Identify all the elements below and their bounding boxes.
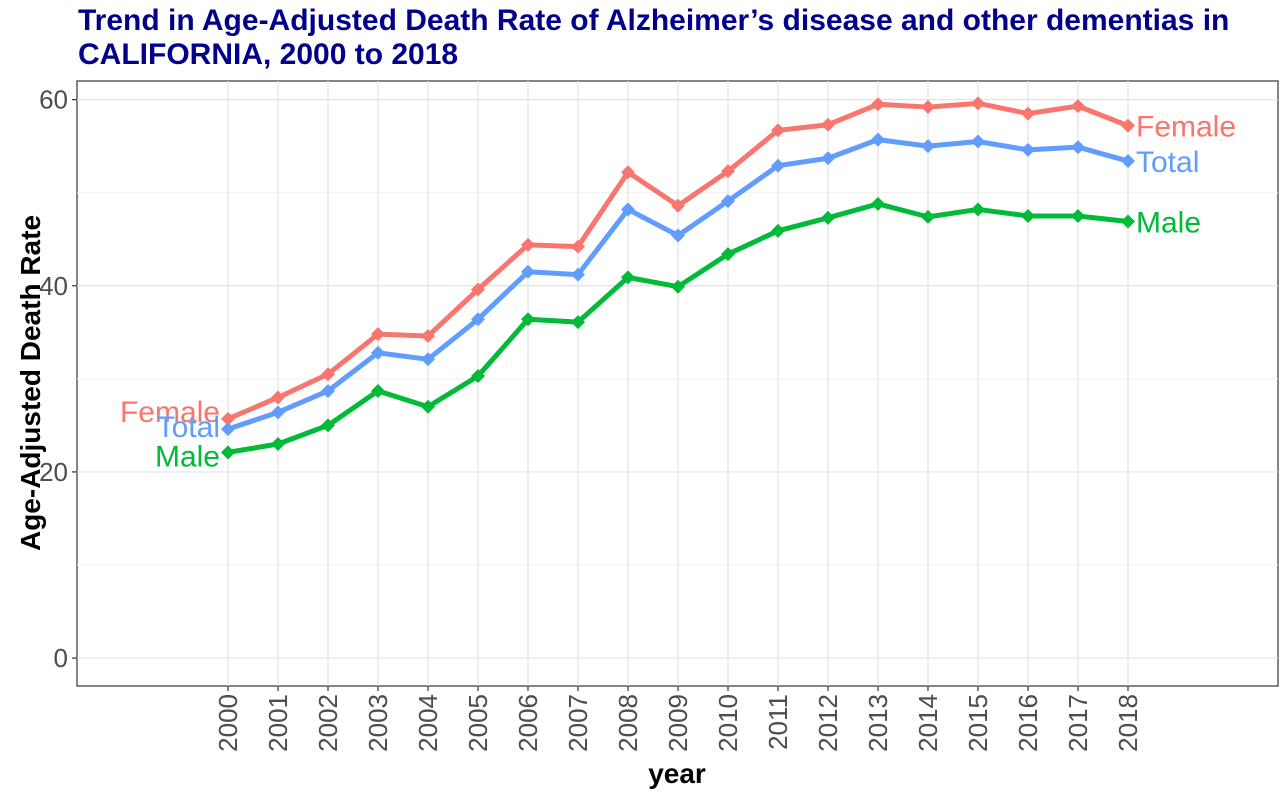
grid-lines xyxy=(77,81,1278,686)
data-point-female xyxy=(821,117,835,132)
data-point-male xyxy=(221,445,235,460)
data-point-total xyxy=(471,312,485,327)
x-tick-label: 2014 xyxy=(913,694,943,752)
data-point-total xyxy=(971,134,985,149)
data-point-female xyxy=(521,237,535,252)
data-point-female xyxy=(471,282,485,297)
data-point-total xyxy=(671,228,685,243)
data-point-female xyxy=(1121,118,1135,133)
x-tick-label: 2006 xyxy=(513,694,543,752)
y-tick-label: 40 xyxy=(39,271,68,301)
x-axis-ticks: 2000 2001 2002 2003 2004 2005 2006 2007 2008 2009… xyxy=(213,686,1143,752)
data-point-male xyxy=(971,202,985,217)
data-point-total xyxy=(1071,140,1085,155)
data-point-female xyxy=(721,164,735,179)
data-point-male xyxy=(771,223,785,238)
y-tick-label: 60 xyxy=(39,85,68,115)
data-point-male xyxy=(421,399,435,414)
x-tick-label: 2012 xyxy=(813,694,843,752)
series-end-label-male: Male xyxy=(1136,207,1201,240)
data-point-female xyxy=(621,165,635,180)
data-point-male xyxy=(721,247,735,262)
data-point-male xyxy=(821,210,835,225)
data-point-female xyxy=(221,411,235,426)
chart-title: Trend in Age-Adjusted Death Rate of Alzh… xyxy=(78,4,1230,71)
x-tick-label: 2011 xyxy=(763,694,793,750)
data-point-total xyxy=(721,194,735,209)
data-point-male xyxy=(671,279,685,294)
data-point-female xyxy=(421,329,435,344)
data-point-female xyxy=(871,97,885,112)
data-point-female xyxy=(921,100,935,115)
x-tick-label: 2007 xyxy=(563,694,593,752)
data-point-male xyxy=(571,315,585,330)
y-tick-label: 20 xyxy=(39,457,68,487)
data-point-male xyxy=(521,312,535,327)
data-point-female xyxy=(1021,106,1035,121)
x-tick-label: 2015 xyxy=(963,694,993,752)
series-end-label-female: Female xyxy=(1136,111,1236,144)
x-tick-label: 2013 xyxy=(863,694,893,752)
data-point-total xyxy=(621,202,635,217)
data-point-total xyxy=(1121,154,1135,169)
data-point-male xyxy=(871,196,885,211)
data-point-male xyxy=(921,209,935,224)
data-point-female xyxy=(971,96,985,111)
data-point-total xyxy=(1021,142,1035,157)
data-point-total xyxy=(521,264,535,279)
y-axis-ticks: 0 20 40 60 xyxy=(39,85,77,673)
x-tick-label: 2009 xyxy=(663,694,693,752)
x-tick-label: 2001 xyxy=(263,694,293,752)
series-start-label-total: Total xyxy=(157,411,220,444)
series-lines xyxy=(221,96,1135,460)
data-point-female xyxy=(771,123,785,138)
x-tick-label: 2000 xyxy=(213,694,243,752)
data-point-female xyxy=(1071,99,1085,114)
x-tick-label: 2016 xyxy=(1013,694,1043,752)
data-point-male xyxy=(371,383,385,398)
x-axis-title: year xyxy=(648,758,706,789)
series-end-label-total: Total xyxy=(1136,146,1199,179)
data-point-total xyxy=(371,345,385,360)
data-point-male xyxy=(471,369,485,384)
data-point-female xyxy=(321,367,335,382)
data-point-female xyxy=(571,239,585,254)
y-tick-label: 0 xyxy=(54,643,68,673)
data-point-female xyxy=(671,198,685,213)
data-point-total xyxy=(921,139,935,154)
data-point-total xyxy=(321,383,335,398)
data-point-male xyxy=(1071,208,1085,223)
data-point-male xyxy=(1021,208,1035,223)
series-start-label-female: Female xyxy=(120,396,220,429)
x-tick-label: 2008 xyxy=(613,694,643,752)
data-point-total xyxy=(421,352,435,367)
data-point-male xyxy=(621,270,635,285)
data-point-male xyxy=(271,437,285,451)
x-tick-label: 2017 xyxy=(1063,694,1093,752)
y-axis-title: Age-Adjusted Death Rate xyxy=(15,215,46,551)
x-tick-label: 2018 xyxy=(1113,694,1143,752)
x-tick-label: 2003 xyxy=(363,694,393,752)
data-point-total xyxy=(771,158,785,173)
data-point-total xyxy=(871,132,885,147)
data-point-total xyxy=(821,151,835,166)
x-tick-label: 2002 xyxy=(313,694,343,752)
data-point-male xyxy=(321,418,335,433)
series-start-label-male: Male xyxy=(155,440,220,473)
x-tick-label: 2004 xyxy=(413,694,443,752)
data-point-female xyxy=(371,327,385,342)
x-tick-label: 2010 xyxy=(713,694,743,752)
data-point-female xyxy=(271,390,285,405)
data-point-total xyxy=(271,405,285,420)
data-point-male xyxy=(1121,214,1135,229)
x-tick-label: 2005 xyxy=(463,694,493,752)
data-point-total xyxy=(221,422,235,437)
data-point-total xyxy=(571,267,585,282)
